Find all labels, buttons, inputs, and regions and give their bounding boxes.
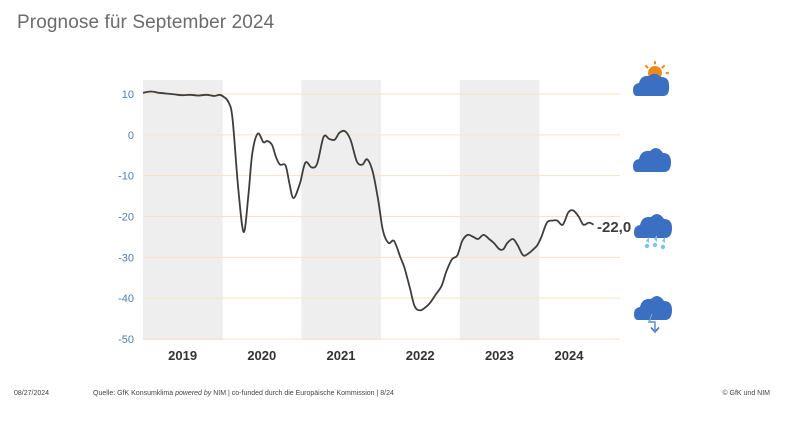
footer-source-italic: powered by [175,390,212,397]
series-line-layer [142,90,595,312]
shade-band-2023 [459,80,540,340]
footer-copyright: © GfK und NIM [722,390,770,397]
x-axis-year-labels: 2019 2020 2021 2022 2023 2024 [168,348,584,363]
sun-cloud-icon [633,61,670,96]
y-tick-label: -10 [118,171,134,183]
x-tick-label: 2019 [168,348,197,363]
y-tick-label: -20 [118,212,134,224]
cloud-icon [633,147,671,172]
footer-source-prefix: Quelle: GfK Konsumklima [93,390,176,397]
series-line [142,90,595,312]
page-title: Prognose für September 2024 [17,12,275,33]
footer-source-suffix: NIM | co-funded durch die Europäische Ko… [211,390,394,397]
x-tick-label: 2021 [327,348,356,363]
x-tick-label: 2022 [406,348,435,363]
rain-cloud-icon [634,213,672,250]
y-tick-label: -50 [118,334,134,346]
y-tick-label: 10 [122,89,134,101]
y-tick-label: -30 [118,252,134,264]
x-tick-label: 2020 [247,348,276,363]
y-tick-label: 0 [128,130,134,142]
year-shading [143,80,540,340]
footer-source: Quelle: GfK Konsumklima powered by NIM |… [93,390,394,397]
last-value-label: -22,0 [597,219,631,236]
y-tick-label: -40 [118,293,134,305]
raindrops-icon [644,235,666,250]
x-tick-label: 2023 [485,348,514,363]
storm-cloud-icon [634,295,672,333]
y-axis-ticks: 10 0 -10 -20 -30 -40 -50 [118,89,134,346]
shade-band-2021 [301,80,382,340]
shade-band-2019 [143,80,223,340]
footer-date: 08/27/2024 [14,390,50,397]
x-tick-label: 2024 [555,348,585,363]
